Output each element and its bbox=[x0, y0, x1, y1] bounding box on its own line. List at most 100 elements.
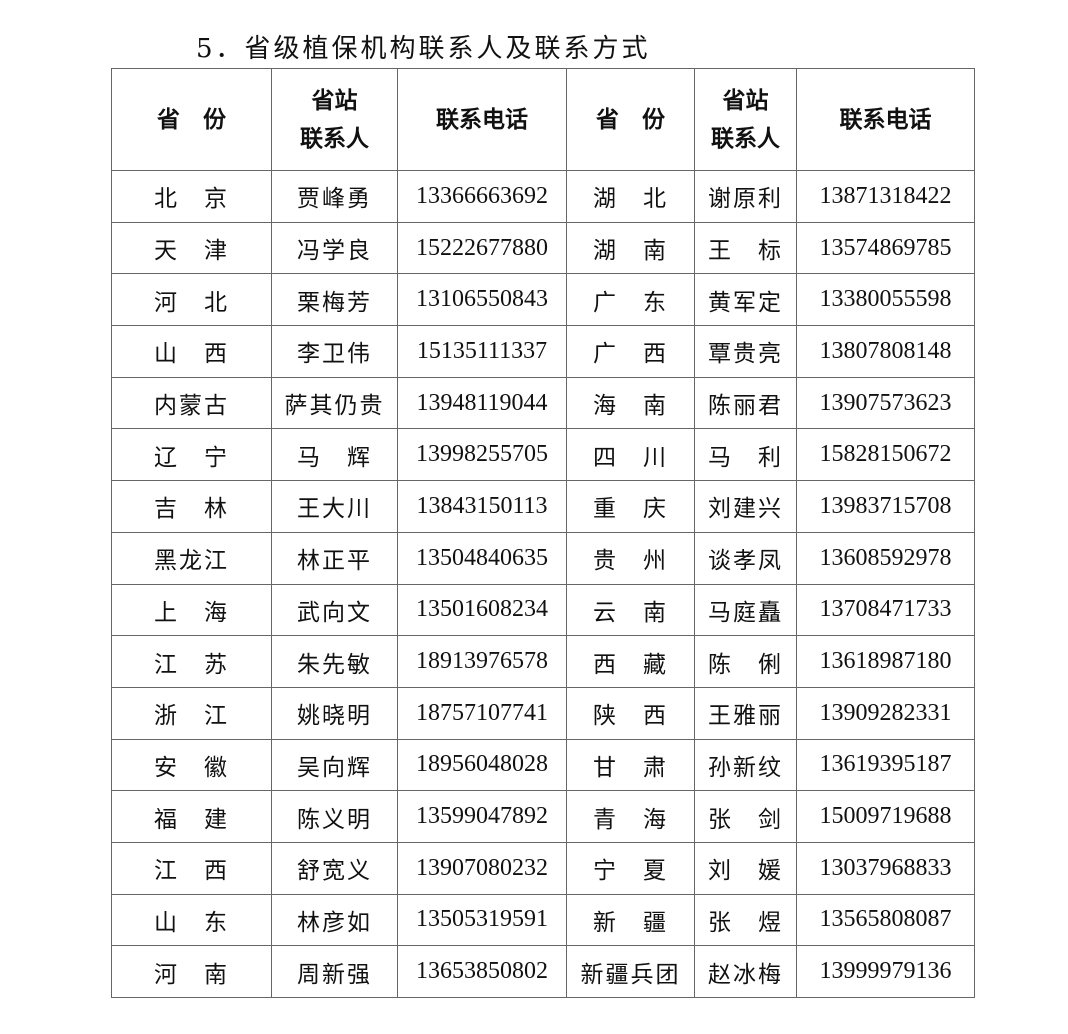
province-cell: 湖 南 bbox=[566, 221, 695, 275]
phone-cell: 13843150113 bbox=[397, 480, 567, 533]
phone-cell: 15828150672 bbox=[796, 428, 975, 482]
contact-cell: 赵冰梅 bbox=[694, 945, 797, 998]
province-cell: 西 藏 bbox=[566, 635, 695, 688]
phone-cell: 13708471733 bbox=[796, 583, 975, 637]
contact-cell: 周新强 bbox=[271, 945, 398, 998]
phone-cell: 13380055598 bbox=[796, 273, 975, 327]
table-row: 江 苏朱先敏 18913976578 西 藏陈 俐 13618987180 bbox=[111, 635, 975, 688]
province-cell: 安 徽 bbox=[111, 738, 272, 792]
province-cell: 四 川 bbox=[566, 428, 695, 482]
province-cell: 北 京 bbox=[111, 170, 272, 223]
header-province: 省 份 bbox=[111, 68, 272, 171]
phone-cell: 18757107741 bbox=[397, 686, 567, 740]
province-cell: 重 庆 bbox=[566, 480, 695, 533]
contact-cell: 王 标 bbox=[694, 221, 797, 275]
contact-cell: 姚晓明 bbox=[271, 686, 398, 740]
table-row: 上 海武向文 13501608234 云 南马庭矗 13708471733 bbox=[111, 583, 975, 637]
province-cell: 上 海 bbox=[111, 583, 272, 637]
province-cell: 广 西 bbox=[566, 325, 695, 378]
contact-cell: 林正平 bbox=[271, 531, 398, 585]
contact-cell: 马庭矗 bbox=[694, 583, 797, 637]
contact-cell: 谢原利 bbox=[694, 170, 797, 223]
phone-cell: 13948119044 bbox=[397, 376, 567, 430]
contact-cell: 王雅丽 bbox=[694, 686, 797, 740]
province-cell: 山 西 bbox=[111, 325, 272, 378]
header-contact: 省站 联系人 bbox=[271, 68, 398, 171]
contact-cell: 吴向辉 bbox=[271, 738, 398, 792]
province-cell: 江 苏 bbox=[111, 635, 272, 688]
province-cell: 吉 林 bbox=[111, 480, 272, 533]
phone-cell: 13618987180 bbox=[796, 635, 975, 688]
phone-cell: 13619395187 bbox=[796, 738, 975, 792]
contact-cell: 栗梅芳 bbox=[271, 273, 398, 327]
contact-cell: 谈孝凤 bbox=[694, 531, 797, 585]
phone-cell: 13608592978 bbox=[796, 531, 975, 585]
province-cell: 山 东 bbox=[111, 893, 272, 947]
phone-cell: 13501608234 bbox=[397, 583, 567, 637]
phone-cell: 13998255705 bbox=[397, 428, 567, 482]
phone-cell: 15135111337 bbox=[397, 325, 567, 378]
header-phone: 联系电话 bbox=[796, 68, 975, 171]
contact-cell: 王大川 bbox=[271, 480, 398, 533]
header-province: 省 份 bbox=[566, 68, 695, 171]
table-row: 辽 宁马 辉 13998255705 四 川马 利 15828150672 bbox=[111, 428, 975, 482]
phone-cell: 18913976578 bbox=[397, 635, 567, 688]
contact-cell: 萨其仍贵 bbox=[271, 376, 398, 430]
header-contact: 省站 联系人 bbox=[694, 68, 797, 171]
table-row: 福 建陈义明 13599047892 青 海张 剑 15009719688 bbox=[111, 790, 975, 843]
contact-cell: 陈丽君 bbox=[694, 376, 797, 430]
phone-cell: 13106550843 bbox=[397, 273, 567, 327]
contact-cell: 张 剑 bbox=[694, 790, 797, 843]
phone-cell: 15009719688 bbox=[796, 790, 975, 843]
contact-cell: 刘建兴 bbox=[694, 480, 797, 533]
contact-cell: 覃贵亮 bbox=[694, 325, 797, 378]
province-cell: 浙 江 bbox=[111, 686, 272, 740]
province-cell: 福 建 bbox=[111, 790, 272, 843]
province-cell: 宁 夏 bbox=[566, 841, 695, 895]
province-cell: 黑龙江 bbox=[111, 531, 272, 585]
contact-cell: 朱先敏 bbox=[271, 635, 398, 688]
phone-cell: 13909282331 bbox=[796, 686, 975, 740]
province-cell: 青 海 bbox=[566, 790, 695, 843]
contact-table: 省 份 省站 联系人 联系电话 省 份 省站 联系人 联系电话 北 京贾峰勇 1336… bbox=[111, 68, 975, 998]
contact-cell: 贾峰勇 bbox=[271, 170, 398, 223]
table-row: 安 徽吴向辉 18956048028 甘 肃孙新纹 13619395187 bbox=[111, 738, 975, 792]
contact-cell: 马 利 bbox=[694, 428, 797, 482]
contact-cell: 舒宽义 bbox=[271, 841, 398, 895]
table-row: 黑龙江 林正平 13504840635 贵 州谈孝凤 13608592978 bbox=[111, 531, 975, 585]
phone-cell: 13366663692 bbox=[397, 170, 567, 223]
contact-cell: 马 辉 bbox=[271, 428, 398, 482]
phone-cell: 13999979136 bbox=[796, 945, 975, 998]
province-cell: 贵 州 bbox=[566, 531, 695, 585]
table-row: 河 北栗梅芳 13106550843 广 东黄军定 13380055598 bbox=[111, 273, 975, 327]
province-cell: 新疆兵团 bbox=[566, 945, 695, 998]
contact-cell: 孙新纹 bbox=[694, 738, 797, 792]
table-row: 山 东林彦如 13505319591 新 疆张 煜 13565808087 bbox=[111, 893, 975, 947]
contact-cell: 张 煜 bbox=[694, 893, 797, 947]
phone-cell: 13505319591 bbox=[397, 893, 567, 947]
phone-cell: 13907080232 bbox=[397, 841, 567, 895]
contact-cell: 李卫伟 bbox=[271, 325, 398, 378]
table-row: 江 西舒宽义 13907080232 宁 夏刘 媛 13037968833 bbox=[111, 841, 975, 895]
contact-cell: 林彦如 bbox=[271, 893, 398, 947]
phone-cell: 13574869785 bbox=[796, 221, 975, 275]
phone-cell: 13871318422 bbox=[796, 170, 975, 223]
header-phone: 联系电话 bbox=[397, 68, 567, 171]
header-row: 省 份 省站 联系人 联系电话 省 份 省站 联系人 联系电话 bbox=[111, 68, 975, 171]
province-cell: 河 南 bbox=[111, 945, 272, 998]
phone-cell: 13907573623 bbox=[796, 376, 975, 430]
province-cell: 甘 肃 bbox=[566, 738, 695, 792]
province-cell: 广 东 bbox=[566, 273, 695, 327]
phone-cell: 13037968833 bbox=[796, 841, 975, 895]
contact-cell: 陈 俐 bbox=[694, 635, 797, 688]
phone-cell: 18956048028 bbox=[397, 738, 567, 792]
phone-cell: 13565808087 bbox=[796, 893, 975, 947]
table-row: 河 南周新强 13653850802 新疆兵团 赵冰梅 13999979136 bbox=[111, 945, 975, 998]
province-cell: 河 北 bbox=[111, 273, 272, 327]
province-cell: 海 南 bbox=[566, 376, 695, 430]
province-cell: 江 西 bbox=[111, 841, 272, 895]
province-cell: 陕 西 bbox=[566, 686, 695, 740]
phone-cell: 13599047892 bbox=[397, 790, 567, 843]
table-row: 天 津冯学良 15222677880 湖 南王 标 13574869785 bbox=[111, 221, 975, 275]
province-cell: 辽 宁 bbox=[111, 428, 272, 482]
